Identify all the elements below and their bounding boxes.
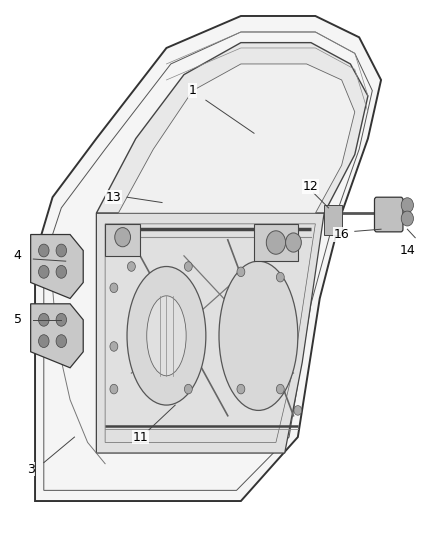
Circle shape [294, 406, 302, 415]
Circle shape [56, 265, 67, 278]
Circle shape [110, 342, 118, 351]
Polygon shape [35, 16, 381, 501]
Circle shape [237, 267, 245, 277]
Ellipse shape [219, 261, 298, 410]
Circle shape [184, 262, 192, 271]
Circle shape [401, 198, 413, 213]
Text: 12: 12 [303, 180, 319, 193]
Circle shape [127, 262, 135, 271]
Polygon shape [96, 213, 324, 453]
Text: 3: 3 [27, 463, 35, 475]
Text: 13: 13 [106, 191, 122, 204]
Circle shape [115, 228, 131, 247]
Circle shape [39, 265, 49, 278]
Circle shape [266, 231, 286, 254]
Circle shape [56, 244, 67, 257]
Circle shape [110, 384, 118, 394]
Text: 5: 5 [14, 313, 21, 326]
Ellipse shape [147, 296, 186, 376]
Circle shape [276, 272, 284, 282]
Polygon shape [31, 235, 83, 298]
Circle shape [39, 335, 49, 348]
Circle shape [39, 244, 49, 257]
Circle shape [276, 384, 284, 394]
Text: 4: 4 [14, 249, 21, 262]
Text: 16: 16 [334, 228, 350, 241]
Text: 11: 11 [132, 431, 148, 443]
Polygon shape [31, 304, 83, 368]
FancyBboxPatch shape [374, 197, 403, 232]
Circle shape [56, 313, 67, 326]
Ellipse shape [127, 266, 206, 405]
Text: 1: 1 [189, 84, 197, 97]
Circle shape [110, 283, 118, 293]
Circle shape [237, 384, 245, 394]
Circle shape [401, 211, 413, 226]
FancyBboxPatch shape [254, 224, 298, 261]
Circle shape [39, 313, 49, 326]
Polygon shape [96, 43, 368, 213]
FancyBboxPatch shape [105, 224, 140, 256]
FancyBboxPatch shape [324, 205, 342, 235]
Circle shape [286, 233, 301, 252]
Text: 14: 14 [399, 244, 415, 257]
Circle shape [56, 335, 67, 348]
Circle shape [184, 384, 192, 394]
Polygon shape [118, 64, 355, 213]
